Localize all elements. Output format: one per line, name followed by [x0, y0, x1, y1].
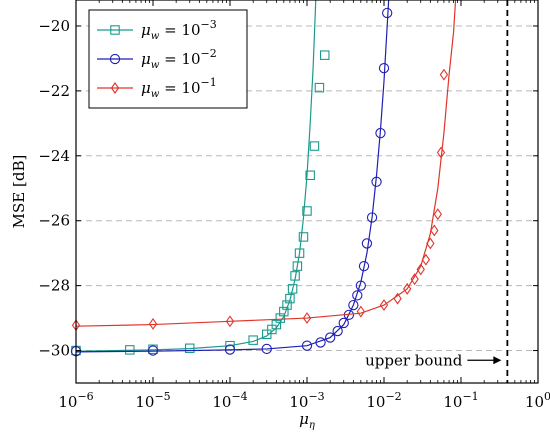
legend-label: μw = 10−3 [141, 18, 217, 42]
x-tick-label: 10−2 [366, 390, 401, 411]
x-axis-label: μη [299, 410, 315, 431]
data-point-square [298, 232, 309, 242]
data-point-square [292, 261, 303, 271]
data-point-diamond [379, 299, 389, 312]
series-line [75, 0, 390, 353]
data-point-circle [358, 261, 370, 272]
data-point-circle [315, 337, 326, 348]
y-tick-label: −24 [38, 147, 70, 165]
data-point-circle [361, 238, 373, 249]
data-point-diamond [393, 292, 402, 305]
data-point-circle [352, 290, 363, 301]
data-point-diamond [433, 208, 442, 221]
data-point-circle [301, 340, 313, 351]
series-line [75, 0, 457, 327]
data-point-diamond [439, 68, 449, 81]
data-point-diamond [225, 315, 235, 328]
data-point-diamond [356, 305, 365, 318]
data-point-circle [375, 127, 386, 139]
series-line [75, 0, 317, 352]
data-point-diamond [436, 146, 446, 159]
y-tick-label: −22 [38, 82, 70, 100]
x-tick-label: 10−1 [443, 390, 478, 411]
data-point-square [290, 271, 300, 281]
data-point-square [248, 335, 258, 345]
data-point-square [285, 293, 295, 304]
data-point-diamond [426, 237, 435, 250]
data-point-circle [366, 212, 378, 223]
x-tick-label: 100 [525, 390, 550, 411]
legend-entry: μw = 10−1 [97, 76, 217, 100]
y-tick-label: −30 [38, 342, 70, 360]
upper-bound-arrowhead [493, 356, 502, 365]
data-point-diamond [148, 317, 158, 330]
data-point-circle [338, 317, 349, 329]
y-tick-label: −28 [38, 277, 70, 295]
data-point-circle [261, 343, 272, 355]
legend-entry: μw = 10−3 [97, 18, 217, 42]
data-point-circle [325, 332, 336, 343]
series-group [70, 0, 457, 357]
data-point-circle [332, 325, 343, 337]
legend: μw = 10−3 μw = 10−2 μw = 10−1 [88, 9, 248, 109]
data-point-diamond [410, 273, 419, 286]
data-point-circle [147, 345, 159, 356]
y-axis-label: MSE [dB] [10, 155, 28, 229]
upper-bound-label: upper bound [365, 351, 463, 369]
data-point-square [261, 329, 272, 340]
data-point-circle [378, 63, 390, 74]
data-point-square [282, 300, 292, 310]
y-axis-ticks: −30 −28 −26 −24 −22 −20 [38, 17, 538, 360]
data-point-diamond [302, 312, 312, 325]
data-point-diamond [110, 82, 120, 94]
data-point-square [294, 248, 305, 258]
legend-label: μw = 10−1 [141, 76, 217, 100]
data-point-square [275, 313, 286, 323]
data-point-diamond [403, 282, 412, 295]
data-point-circle [348, 299, 359, 311]
upper-bound-group: upper bound [365, 0, 509, 383]
data-point-square [309, 141, 320, 151]
data-point-circle [371, 176, 382, 187]
x-axis-ticks: 10−6 10−5 10−4 10−3 10−2 10−1 100 [58, 0, 550, 411]
data-point-square [319, 50, 330, 60]
data-point-diamond [430, 224, 439, 237]
data-point-square [184, 343, 195, 354]
data-point-square [110, 25, 120, 35]
grid-lines [76, 25, 538, 352]
data-point-square [305, 170, 315, 181]
data-point-square [287, 284, 298, 294]
data-point-circle [109, 53, 121, 65]
y-tick-label: −20 [38, 17, 70, 35]
data-point-square [302, 206, 312, 216]
x-tick-label: 10−5 [135, 390, 170, 411]
data-point-diamond [416, 263, 425, 276]
y-tick-label: −26 [38, 212, 70, 230]
data-point-square [314, 82, 325, 93]
legend-entry: μw = 10−2 [97, 47, 217, 71]
data-point-circle [355, 280, 366, 291]
data-point-diamond [421, 253, 431, 266]
data-point-square [279, 306, 289, 317]
x-tick-label: 10−6 [58, 390, 93, 411]
legend-label: μw = 10−2 [141, 47, 217, 71]
data-point-circle [382, 7, 393, 19]
data-point-square [125, 345, 135, 355]
x-tick-label: 10−4 [212, 390, 247, 411]
data-point-circle [224, 344, 236, 355]
x-tick-label: 10−3 [289, 390, 324, 411]
